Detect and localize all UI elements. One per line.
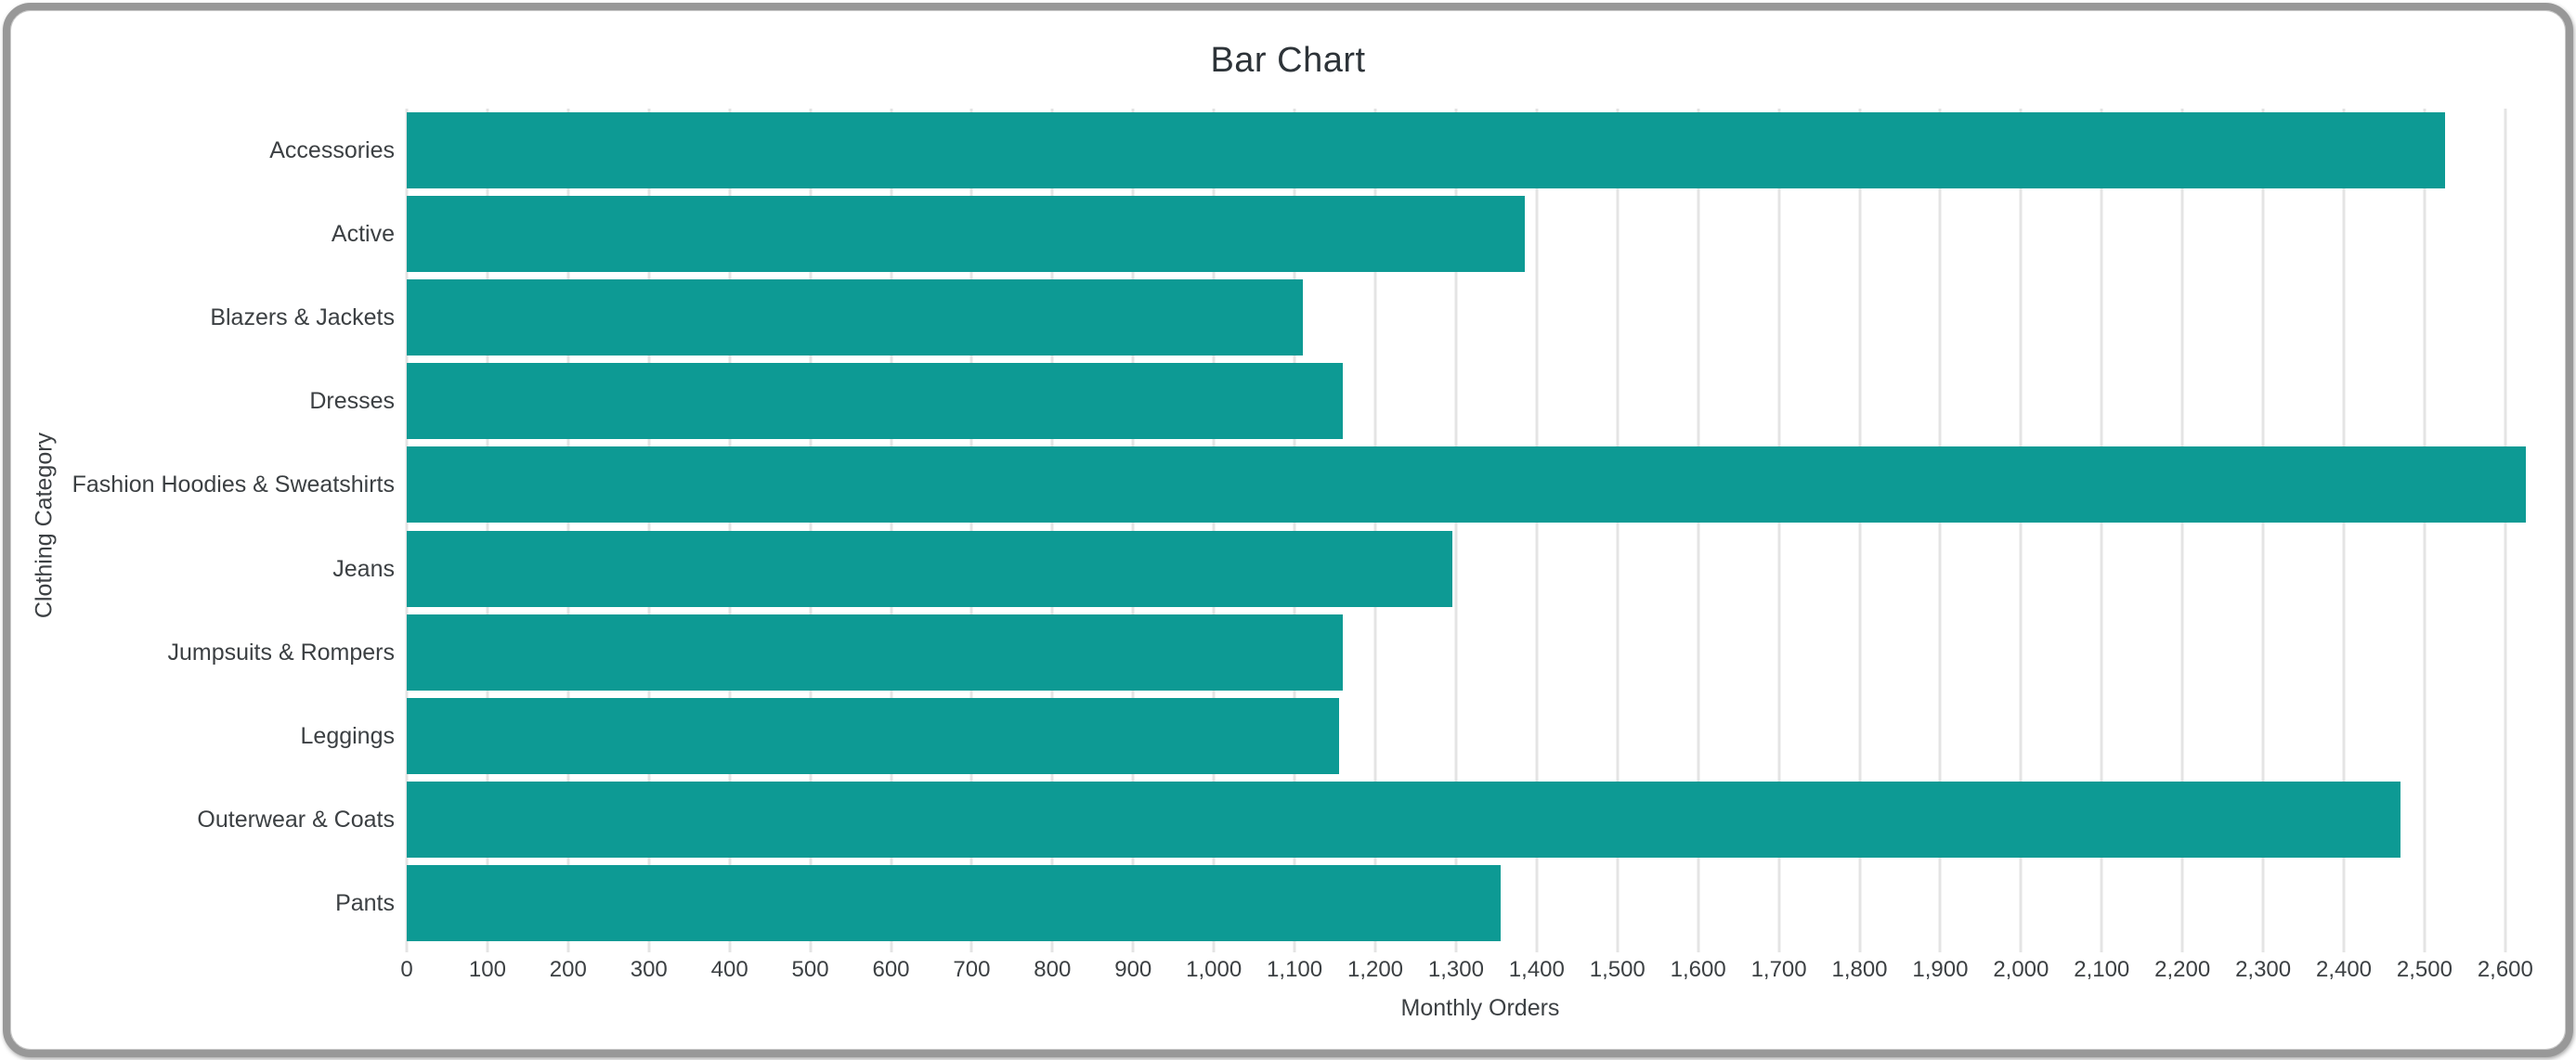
y-category-label: Blazers & Jackets [210, 304, 395, 331]
y-category-label: Pants [335, 889, 395, 916]
x-tick-label: 1,500 [1589, 957, 1646, 982]
gridline-x-2,300 [2261, 109, 2265, 952]
gridline-x-2,500 [2423, 109, 2426, 952]
bar-jumpsuits-rompers[interactable] [407, 614, 1344, 691]
bar-blazers-jackets[interactable] [407, 279, 1303, 356]
x-tick-label: 2,600 [2477, 957, 2533, 982]
gridline-x-2,000 [2019, 109, 2023, 952]
y-category-label: Jeans [332, 555, 395, 582]
bar-jeans[interactable] [407, 530, 1452, 607]
gridline-x-1,500 [1616, 109, 1620, 952]
gridline-x-1,900 [1938, 109, 1942, 952]
chart-area: Bar Chart Clothing Category Monthly Orde… [10, 10, 2566, 1050]
x-tick-label: 2,200 [2154, 957, 2211, 982]
x-tick-label: 300 [630, 957, 668, 982]
gridline-x-1,400 [1535, 109, 1539, 952]
x-tick-label: 100 [468, 957, 506, 982]
y-axis-title: Clothing Category [31, 432, 58, 619]
gridline-x-1,700 [1777, 109, 1781, 952]
x-tick-label: 1,200 [1347, 957, 1404, 982]
bar-outerwear-coats[interactable] [407, 781, 2400, 858]
x-tick-label: 1,300 [1427, 957, 1484, 982]
x-tick-label: 2,300 [2235, 957, 2292, 982]
x-tick-label: 700 [953, 957, 991, 982]
bar-dresses[interactable] [407, 363, 1344, 440]
gridline-x-2,200 [2180, 109, 2184, 952]
gridline-x-1,300 [1454, 109, 1458, 952]
chart-window: Bar Chart Clothing Category Monthly Orde… [3, 3, 2573, 1057]
x-tick-label: 1,100 [1267, 957, 1323, 982]
x-tick-label: 200 [549, 957, 587, 982]
y-category-label: Dresses [309, 388, 395, 415]
bar-active[interactable] [407, 196, 1525, 273]
y-category-label: Leggings [300, 722, 395, 749]
x-tick-label: 2,000 [1993, 957, 2049, 982]
x-tick-label: 1,400 [1508, 957, 1565, 982]
x-tick-label: 2,400 [2315, 957, 2373, 982]
x-tick-label: 900 [1114, 957, 1152, 982]
x-tick-label: 500 [791, 957, 829, 982]
x-tick-label: 1,900 [1912, 957, 1969, 982]
x-tick-label: 1,000 [1186, 957, 1242, 982]
gridline-x-1,800 [1858, 109, 1861, 952]
x-tick-label: 600 [872, 957, 910, 982]
x-tick-label: 1,600 [1670, 957, 1726, 982]
x-tick-label: 2,500 [2396, 957, 2452, 982]
gridline-x-1,600 [1697, 109, 1700, 952]
x-tick-label: 800 [1034, 957, 1072, 982]
x-tick-label: 0 [400, 957, 413, 982]
y-category-label: Active [331, 221, 395, 248]
gridline-x-2,400 [2342, 109, 2346, 952]
x-tick-label: 2,100 [2074, 957, 2130, 982]
x-axis-title: Monthly Orders [1400, 995, 1560, 1021]
plot-area [405, 109, 2554, 952]
bar-leggings[interactable] [407, 697, 1339, 774]
x-tick-label: 400 [710, 957, 748, 982]
y-category-label: Outerwear & Coats [197, 806, 395, 833]
chart-title: Bar Chart [1210, 41, 1366, 80]
x-tick-label: 1,800 [1831, 957, 1888, 982]
bar-fashion-hoodies-sweatshirts[interactable] [407, 446, 2526, 524]
bar-accessories[interactable] [407, 112, 2445, 188]
y-category-label: Fashion Hoodies & Sweatshirts [72, 472, 395, 498]
gridline-x-2,600 [2504, 109, 2507, 952]
y-category-label: Jumpsuits & Rompers [167, 639, 395, 666]
bar-pants[interactable] [407, 864, 1501, 941]
gridline-x-2,100 [2100, 109, 2103, 952]
y-category-label: Accessories [269, 137, 395, 163]
x-tick-label: 1,700 [1750, 957, 1807, 982]
